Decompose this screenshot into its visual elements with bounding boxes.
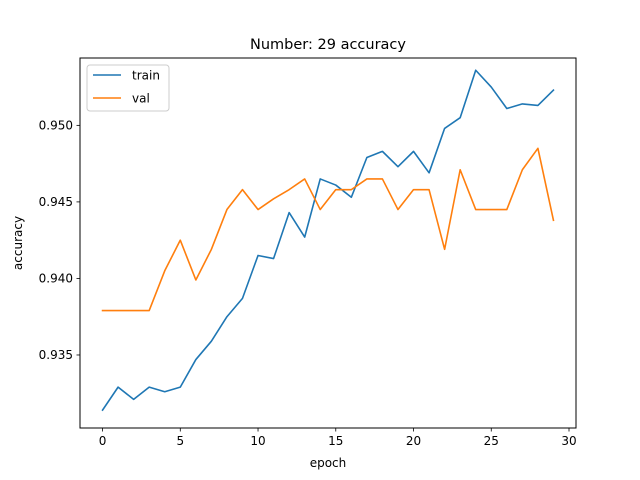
plot-area bbox=[80, 58, 576, 428]
x-axis-label: epoch bbox=[310, 456, 347, 470]
series-layer bbox=[101, 69, 555, 412]
x-tick-label: 25 bbox=[484, 434, 499, 448]
legend-label-train: train bbox=[132, 69, 160, 83]
chart-title: Number: 29 accuracy bbox=[250, 37, 406, 53]
series-line-train bbox=[101, 69, 555, 412]
y-axis-label: accuracy bbox=[11, 216, 25, 270]
legend-box bbox=[86, 64, 170, 112]
x-tick-label: 5 bbox=[176, 434, 184, 448]
series-line-val bbox=[101, 147, 555, 312]
y-tick-label: 0.945 bbox=[39, 195, 73, 209]
x-tick-label: 30 bbox=[561, 434, 576, 448]
y-axis-ticks: 0.935 0.940 0.945 0.950 bbox=[39, 118, 80, 362]
y-tick-label: 0.940 bbox=[39, 271, 73, 285]
legend: train val bbox=[86, 64, 170, 112]
x-tick-label: 20 bbox=[406, 434, 421, 448]
legend-label-val: val bbox=[132, 92, 150, 106]
x-tick-label: 15 bbox=[328, 434, 343, 448]
y-tick-label: 0.935 bbox=[39, 348, 73, 362]
x-tick-label: 0 bbox=[99, 434, 107, 448]
plot-frame bbox=[79, 57, 577, 429]
y-tick-label: 0.950 bbox=[39, 118, 73, 132]
x-tick-label: 10 bbox=[250, 434, 265, 448]
x-axis-ticks: 0 5 10 15 20 25 30 bbox=[99, 428, 577, 448]
